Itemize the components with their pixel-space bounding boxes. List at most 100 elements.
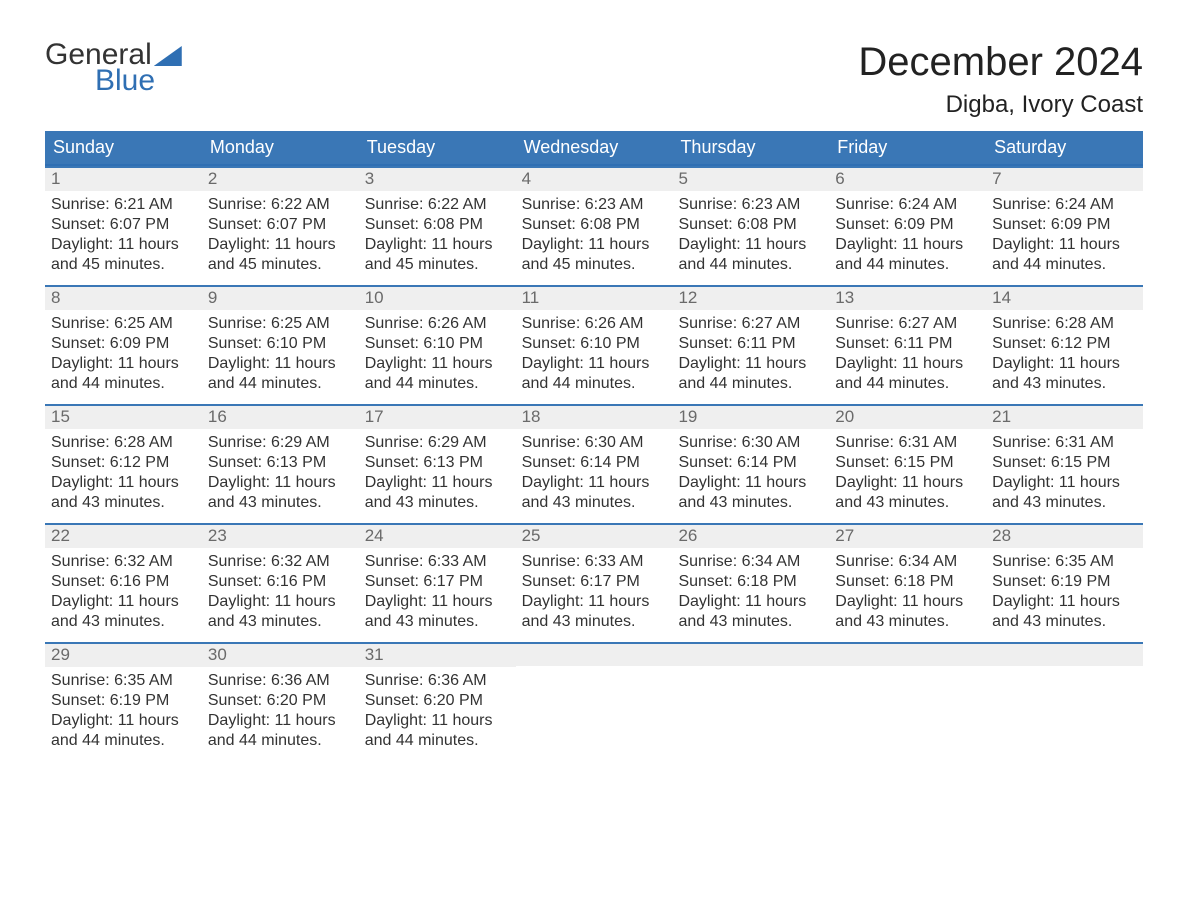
day-cell: 9Sunrise: 6:25 AMSunset: 6:10 PMDaylight… <box>202 285 359 404</box>
day-cell: 4Sunrise: 6:23 AMSunset: 6:08 PMDaylight… <box>516 166 673 285</box>
daylight-line: Daylight: 11 hours and 43 minutes. <box>208 592 353 632</box>
day-body: Sunrise: 6:22 AMSunset: 6:07 PMDaylight:… <box>202 191 359 285</box>
logo-text-blue: Blue <box>95 66 182 96</box>
sunset-line: Sunset: 6:09 PM <box>992 215 1137 235</box>
sunset-line: Sunset: 6:20 PM <box>208 691 353 711</box>
day-cell: 6Sunrise: 6:24 AMSunset: 6:09 PMDaylight… <box>829 166 986 285</box>
daylight-line: Daylight: 11 hours and 44 minutes. <box>835 235 980 275</box>
sunrise-line: Sunrise: 6:29 AM <box>365 433 510 453</box>
weekday-cell: Saturday <box>986 131 1143 164</box>
sunrise-line: Sunrise: 6:28 AM <box>51 433 196 453</box>
sunset-line: Sunset: 6:15 PM <box>835 453 980 473</box>
daylight-line: Daylight: 11 hours and 44 minutes. <box>678 354 823 394</box>
day-cell: 12Sunrise: 6:27 AMSunset: 6:11 PMDayligh… <box>672 285 829 404</box>
day-body: Sunrise: 6:24 AMSunset: 6:09 PMDaylight:… <box>829 191 986 285</box>
sunset-line: Sunset: 6:14 PM <box>522 453 667 473</box>
weekday-cell: Wednesday <box>516 131 673 164</box>
header: General Blue December 2024 Digba, Ivory … <box>45 40 1143 119</box>
day-number: 31 <box>359 644 516 667</box>
day-cell: 28Sunrise: 6:35 AMSunset: 6:19 PMDayligh… <box>986 523 1143 642</box>
daylight-line: Daylight: 11 hours and 43 minutes. <box>208 473 353 513</box>
day-body: Sunrise: 6:29 AMSunset: 6:13 PMDaylight:… <box>359 429 516 523</box>
day-number: 26 <box>672 525 829 548</box>
daylight-line: Daylight: 11 hours and 43 minutes. <box>51 473 196 513</box>
day-cell: 15Sunrise: 6:28 AMSunset: 6:12 PMDayligh… <box>45 404 202 523</box>
day-number: 18 <box>516 406 673 429</box>
day-cell: 11Sunrise: 6:26 AMSunset: 6:10 PMDayligh… <box>516 285 673 404</box>
sunrise-line: Sunrise: 6:22 AM <box>365 195 510 215</box>
day-body: Sunrise: 6:25 AMSunset: 6:09 PMDaylight:… <box>45 310 202 404</box>
sunrise-line: Sunrise: 6:32 AM <box>208 552 353 572</box>
day-number: 11 <box>516 287 673 310</box>
day-number: 13 <box>829 287 986 310</box>
sunrise-line: Sunrise: 6:30 AM <box>522 433 667 453</box>
sunset-line: Sunset: 6:08 PM <box>522 215 667 235</box>
day-number: 16 <box>202 406 359 429</box>
daylight-line: Daylight: 11 hours and 45 minutes. <box>522 235 667 275</box>
sunset-line: Sunset: 6:08 PM <box>678 215 823 235</box>
sunset-line: Sunset: 6:13 PM <box>365 453 510 473</box>
month-title: December 2024 <box>858 40 1143 85</box>
daylight-line: Daylight: 11 hours and 43 minutes. <box>992 473 1137 513</box>
daylight-line: Daylight: 11 hours and 43 minutes. <box>522 473 667 513</box>
day-body: Sunrise: 6:26 AMSunset: 6:10 PMDaylight:… <box>359 310 516 404</box>
daylight-line: Daylight: 11 hours and 44 minutes. <box>51 354 196 394</box>
day-body: Sunrise: 6:36 AMSunset: 6:20 PMDaylight:… <box>202 667 359 761</box>
daylight-line: Daylight: 11 hours and 43 minutes. <box>51 592 196 632</box>
week-row: 15Sunrise: 6:28 AMSunset: 6:12 PMDayligh… <box>45 404 1143 523</box>
sunset-line: Sunset: 6:09 PM <box>835 215 980 235</box>
day-number: 25 <box>516 525 673 548</box>
day-body: Sunrise: 6:30 AMSunset: 6:14 PMDaylight:… <box>516 429 673 523</box>
daylight-line: Daylight: 11 hours and 44 minutes. <box>51 711 196 751</box>
day-cell: 1Sunrise: 6:21 AMSunset: 6:07 PMDaylight… <box>45 166 202 285</box>
sunset-line: Sunset: 6:16 PM <box>208 572 353 592</box>
day-number: 21 <box>986 406 1143 429</box>
sunrise-line: Sunrise: 6:30 AM <box>678 433 823 453</box>
daylight-line: Daylight: 11 hours and 44 minutes. <box>835 354 980 394</box>
sunset-line: Sunset: 6:15 PM <box>992 453 1137 473</box>
day-number: 15 <box>45 406 202 429</box>
day-cell: 23 Sunrise: 6:32 AMSunset: 6:16 PMDayligh… <box>202 523 359 642</box>
day-body: Sunrise: 6:34 AMSunset: 6:18 PMDaylight:… <box>829 548 986 642</box>
sunset-line: Sunset: 6:18 PM <box>835 572 980 592</box>
day-number: 1 <box>45 168 202 191</box>
daylight-line: Daylight: 11 hours and 45 minutes. <box>365 235 510 275</box>
day-number: 5 <box>672 168 829 191</box>
day-number: 8 <box>45 287 202 310</box>
week-row: 1Sunrise: 6:21 AMSunset: 6:07 PMDaylight… <box>45 166 1143 285</box>
day-cell: 7Sunrise: 6:24 AMSunset: 6:09 PMDaylight… <box>986 166 1143 285</box>
day-body: Sunrise: 6:24 AMSunset: 6:09 PMDaylight:… <box>986 191 1143 285</box>
day-number-bar <box>829 644 986 666</box>
day-number: 22 <box>45 525 202 548</box>
sunset-line: Sunset: 6:11 PM <box>678 334 823 354</box>
daylight-line: Daylight: 11 hours and 43 minutes. <box>678 592 823 632</box>
day-number: 19 <box>672 406 829 429</box>
sunset-line: Sunset: 6:10 PM <box>208 334 353 354</box>
sunrise-line: Sunrise: 6:25 AM <box>208 314 353 334</box>
daylight-line: Daylight: 11 hours and 44 minutes. <box>522 354 667 394</box>
day-number: 23 <box>202 525 359 548</box>
weekday-cell: Friday <box>829 131 986 164</box>
daylight-line: Daylight: 11 hours and 45 minutes. <box>51 235 196 275</box>
sunset-line: Sunset: 6:10 PM <box>365 334 510 354</box>
day-body: Sunrise: 6:27 AMSunset: 6:11 PMDaylight:… <box>829 310 986 404</box>
weekday-cell: Monday <box>202 131 359 164</box>
sunset-line: Sunset: 6:17 PM <box>365 572 510 592</box>
day-number-bar <box>672 644 829 666</box>
day-body: Sunrise: 6:34 AMSunset: 6:18 PMDaylight:… <box>672 548 829 642</box>
day-number: 14 <box>986 287 1143 310</box>
day-body: Sunrise: 6:23 AMSunset: 6:08 PMDaylight:… <box>672 191 829 285</box>
day-number: 3 <box>359 168 516 191</box>
sunrise-line: Sunrise: 6:27 AM <box>678 314 823 334</box>
day-cell: 5Sunrise: 6:23 AMSunset: 6:08 PMDaylight… <box>672 166 829 285</box>
sunset-line: Sunset: 6:17 PM <box>522 572 667 592</box>
week-row: 8Sunrise: 6:25 AMSunset: 6:09 PMDaylight… <box>45 285 1143 404</box>
sunrise-line: Sunrise: 6:26 AM <box>522 314 667 334</box>
day-body: Sunrise: 6:32 AMSunset: 6:16 PMDaylight:… <box>45 548 202 642</box>
daylight-line: Daylight: 11 hours and 44 minutes. <box>208 354 353 394</box>
daylight-line: Daylight: 11 hours and 44 minutes. <box>992 235 1137 275</box>
day-cell: 21Sunrise: 6:31 AMSunset: 6:15 PMDayligh… <box>986 404 1143 523</box>
sunset-line: Sunset: 6:18 PM <box>678 572 823 592</box>
daylight-line: Daylight: 11 hours and 43 minutes. <box>522 592 667 632</box>
title-block: December 2024 Digba, Ivory Coast <box>858 40 1143 119</box>
